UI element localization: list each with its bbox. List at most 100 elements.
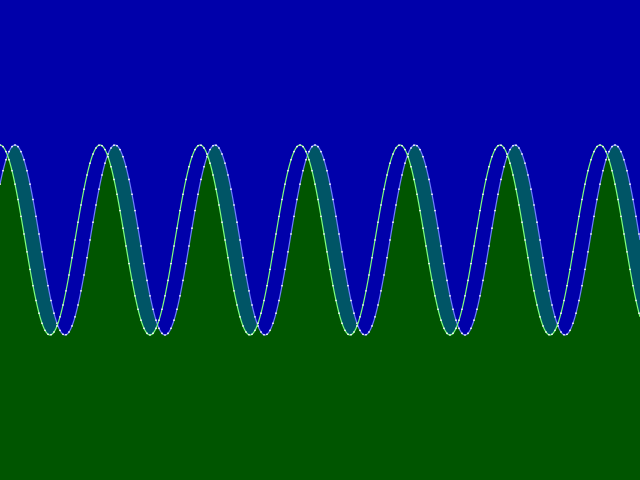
green-series-point bbox=[455, 327, 457, 330]
green-series-point bbox=[617, 198, 619, 201]
green-series-point bbox=[209, 162, 211, 165]
green-series-point bbox=[221, 221, 223, 224]
green-series-point bbox=[572, 251, 574, 253]
blue-series-point bbox=[611, 145, 613, 148]
blue-series-point bbox=[509, 148, 511, 151]
green-series-point bbox=[602, 145, 604, 148]
green-series-point bbox=[83, 188, 85, 191]
blue-series-point bbox=[233, 204, 235, 206]
blue-series-point bbox=[362, 333, 364, 336]
blue-series-point bbox=[341, 251, 343, 253]
green-series-point bbox=[158, 319, 160, 322]
blue-series-point bbox=[266, 333, 268, 336]
green-series-point bbox=[137, 308, 139, 311]
blue-series-point bbox=[344, 268, 346, 271]
green-series-point bbox=[581, 198, 583, 201]
green-series-point bbox=[227, 256, 229, 259]
green-series-point bbox=[134, 294, 136, 297]
green-series-point bbox=[245, 331, 247, 333]
blue-series-point bbox=[371, 325, 373, 327]
green-series-point bbox=[179, 209, 181, 212]
blue-series-point bbox=[365, 333, 367, 336]
green-series-point bbox=[452, 332, 454, 335]
blue-series-point bbox=[584, 268, 586, 271]
green-series-point bbox=[569, 268, 571, 271]
green-series-point bbox=[500, 144, 502, 147]
blue-series-point bbox=[491, 227, 493, 229]
blue-series-point bbox=[254, 315, 256, 318]
blue-series-point bbox=[161, 332, 163, 335]
green-series-point bbox=[527, 256, 529, 259]
green-series-point bbox=[446, 332, 448, 335]
green-series-point bbox=[476, 227, 478, 229]
blue-series-point bbox=[554, 315, 556, 318]
blue-series-point bbox=[626, 169, 628, 172]
green-series-point bbox=[533, 290, 535, 292]
green-series-point bbox=[11, 169, 13, 172]
green-series-point bbox=[536, 304, 538, 306]
blue-series-point bbox=[332, 198, 334, 201]
blue-series-point bbox=[386, 256, 388, 259]
green-series-point bbox=[488, 165, 490, 168]
green-series-point bbox=[425, 245, 427, 247]
blue-series-point bbox=[119, 148, 121, 151]
green-series-point bbox=[146, 332, 148, 335]
blue-series-point bbox=[530, 188, 532, 191]
blue-series-point bbox=[134, 209, 136, 212]
green-series-point bbox=[62, 304, 64, 306]
green-series-point bbox=[206, 153, 208, 155]
blue-series-point bbox=[623, 158, 625, 161]
blue-series-point bbox=[269, 329, 271, 332]
green-series-point bbox=[92, 153, 94, 155]
green-series-point bbox=[521, 221, 523, 224]
blue-series-point bbox=[92, 221, 94, 224]
green-series-point bbox=[353, 331, 355, 333]
blue-series-point bbox=[461, 332, 463, 335]
green-series-point bbox=[329, 268, 331, 271]
green-series-point bbox=[605, 150, 607, 153]
blue-series-point bbox=[515, 144, 517, 147]
blue-series-point bbox=[17, 145, 19, 148]
green-series-point bbox=[104, 148, 106, 151]
blue-series-point bbox=[59, 329, 61, 332]
blue-series-point bbox=[548, 290, 550, 292]
green-series-point bbox=[5, 150, 7, 153]
green-series-point bbox=[212, 174, 214, 176]
blue-series-point bbox=[566, 333, 568, 336]
blue-series-point bbox=[536, 221, 538, 224]
green-series-point bbox=[458, 319, 460, 322]
green-series-point bbox=[110, 165, 112, 168]
green-series-point bbox=[365, 290, 367, 292]
blue-series-point bbox=[380, 290, 382, 292]
blue-series-point bbox=[368, 331, 370, 333]
green-series-point bbox=[428, 262, 430, 265]
green-series-point bbox=[32, 284, 34, 287]
blue-series-point bbox=[125, 165, 127, 168]
blue-series-point bbox=[593, 215, 595, 218]
blue-series-point bbox=[329, 183, 331, 186]
blue-series-point bbox=[113, 144, 115, 147]
green-series-point bbox=[0, 144, 1, 146]
green-series-point bbox=[482, 193, 484, 196]
blue-series-point bbox=[164, 334, 166, 336]
blue-series-point bbox=[302, 169, 304, 172]
blue-series-point bbox=[608, 150, 610, 153]
blue-series-point bbox=[521, 153, 523, 155]
blue-series-point bbox=[467, 332, 469, 335]
blue-series-point bbox=[230, 188, 232, 191]
green-series-point bbox=[551, 333, 553, 336]
green-series-point bbox=[374, 239, 376, 241]
blue-series-point bbox=[149, 294, 151, 297]
blue-series-point bbox=[389, 239, 391, 241]
green-series-point bbox=[71, 256, 73, 259]
green-series-point bbox=[377, 221, 379, 224]
green-series-point bbox=[548, 333, 550, 336]
green-series-point bbox=[302, 145, 304, 148]
blue-series-point bbox=[212, 144, 214, 147]
green-series-point bbox=[503, 147, 505, 149]
blue-series-point bbox=[482, 279, 484, 282]
blue-series-point bbox=[512, 144, 514, 147]
green-series-point bbox=[20, 215, 22, 218]
